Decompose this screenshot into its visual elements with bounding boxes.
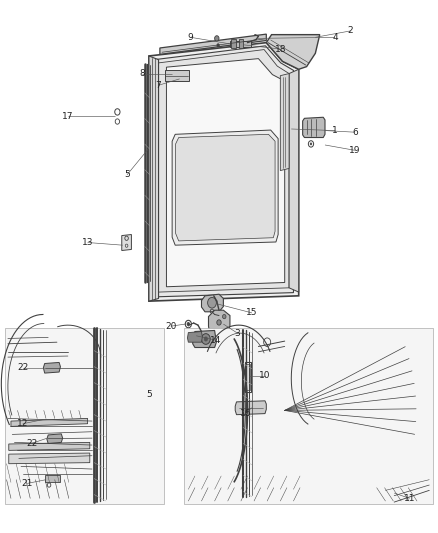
- Polygon shape: [9, 453, 90, 464]
- Polygon shape: [208, 310, 230, 332]
- Text: 7: 7: [155, 81, 162, 90]
- Circle shape: [310, 143, 312, 145]
- Polygon shape: [154, 46, 293, 297]
- Text: 3: 3: [234, 329, 240, 337]
- Text: 5: 5: [146, 390, 152, 399]
- Text: 22: 22: [17, 364, 28, 372]
- Polygon shape: [289, 69, 299, 292]
- Circle shape: [215, 36, 219, 41]
- Circle shape: [204, 337, 208, 341]
- Text: 9: 9: [187, 33, 194, 42]
- Bar: [231, 39, 236, 48]
- Polygon shape: [47, 434, 63, 443]
- Text: 6: 6: [352, 128, 358, 136]
- Polygon shape: [235, 401, 266, 415]
- Text: 5: 5: [124, 171, 130, 179]
- Text: 8: 8: [139, 69, 145, 78]
- Text: 2: 2: [348, 27, 353, 35]
- Polygon shape: [280, 74, 289, 171]
- Text: 18: 18: [275, 45, 286, 53]
- Text: 16: 16: [240, 409, 251, 417]
- Text: 21: 21: [21, 479, 33, 488]
- Polygon shape: [184, 328, 433, 504]
- Bar: [246, 364, 250, 390]
- Polygon shape: [159, 50, 289, 292]
- Circle shape: [208, 297, 216, 308]
- Text: 12: 12: [17, 419, 28, 428]
- Text: 13: 13: [82, 238, 93, 247]
- Text: 11: 11: [404, 494, 415, 503]
- Bar: [245, 362, 251, 392]
- Text: 20: 20: [165, 322, 177, 330]
- Polygon shape: [176, 134, 275, 241]
- Circle shape: [187, 322, 190, 326]
- Bar: [239, 39, 243, 48]
- Bar: [45, 475, 60, 482]
- Circle shape: [217, 44, 219, 47]
- Polygon shape: [198, 330, 215, 340]
- Text: 22: 22: [26, 439, 37, 448]
- Circle shape: [201, 334, 210, 344]
- Polygon shape: [172, 130, 278, 245]
- Polygon shape: [149, 43, 299, 301]
- Polygon shape: [5, 328, 164, 504]
- Text: 15: 15: [246, 309, 258, 317]
- Polygon shape: [266, 35, 320, 69]
- Text: 14: 14: [210, 336, 221, 344]
- Polygon shape: [303, 117, 325, 138]
- Text: 1: 1: [332, 126, 338, 135]
- Text: 10: 10: [259, 372, 271, 380]
- Circle shape: [217, 320, 221, 325]
- Circle shape: [223, 314, 226, 319]
- Polygon shape: [187, 332, 202, 342]
- Polygon shape: [11, 418, 88, 426]
- Polygon shape: [160, 34, 266, 54]
- Polygon shape: [149, 56, 159, 301]
- Polygon shape: [193, 330, 216, 348]
- Text: 17: 17: [62, 112, 74, 120]
- Text: 4: 4: [332, 33, 338, 42]
- Polygon shape: [9, 442, 90, 450]
- Bar: [230, 41, 251, 47]
- Polygon shape: [43, 362, 60, 373]
- Text: 19: 19: [349, 146, 360, 155]
- Polygon shape: [201, 294, 223, 312]
- Bar: [165, 70, 189, 81]
- Polygon shape: [122, 235, 131, 251]
- Polygon shape: [166, 59, 285, 287]
